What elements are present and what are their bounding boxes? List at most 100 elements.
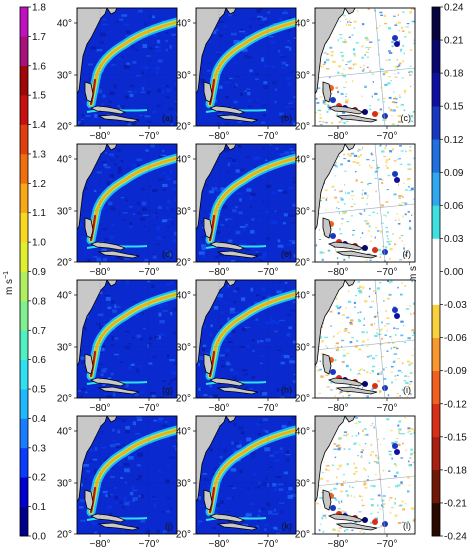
diff-texture <box>322 252 326 254</box>
speed-texture <box>115 445 122 449</box>
speed-texture <box>119 107 122 111</box>
diff-texture <box>376 332 378 334</box>
diff-texture <box>376 457 379 459</box>
diff-texture <box>381 499 385 502</box>
diff-texture <box>337 71 340 74</box>
speed-texture <box>150 47 157 50</box>
speed-texture <box>114 337 119 340</box>
land-mass <box>225 144 237 151</box>
speed-texture <box>281 66 286 69</box>
right-colorbar-block <box>432 337 440 371</box>
diff-texture <box>397 14 399 16</box>
speed-texture <box>166 206 169 210</box>
speed-texture <box>219 34 223 38</box>
speed-texture <box>89 448 94 452</box>
speed-texture <box>246 156 250 158</box>
speed-texture <box>139 434 142 437</box>
speed-texture <box>286 77 292 80</box>
speed-texture <box>198 77 204 81</box>
lat-tick-label: 20° <box>295 122 310 133</box>
speed-texture <box>175 364 177 368</box>
speed-texture <box>249 56 253 59</box>
speed-texture <box>238 459 241 462</box>
land-mass <box>106 8 118 15</box>
diff-texture <box>394 243 396 245</box>
lon-tick-label: −70° <box>258 403 279 414</box>
diff-texture <box>341 111 346 114</box>
speed-texture <box>151 394 156 398</box>
diff-texture <box>354 54 356 57</box>
diff-texture <box>339 437 343 439</box>
diff-texture <box>316 502 319 505</box>
left-colorbar-block <box>20 242 28 272</box>
diff-texture <box>345 490 348 493</box>
speed-texture <box>167 252 172 257</box>
diff-texture <box>358 511 362 513</box>
speed-texture <box>151 15 155 19</box>
speed-texture <box>81 236 85 239</box>
diff-anomaly <box>372 111 378 117</box>
diff-texture <box>326 110 329 113</box>
diff-texture <box>409 145 412 148</box>
speed-texture <box>166 114 172 117</box>
speed-texture <box>244 531 250 534</box>
right-colorbar-tick-label: 0.00 <box>444 267 464 278</box>
diff-texture <box>384 118 387 121</box>
land-mass <box>97 386 140 395</box>
speed-texture <box>167 354 170 358</box>
diff-texture <box>402 11 405 13</box>
diff-anomaly <box>372 383 378 389</box>
diff-texture <box>388 243 391 246</box>
diff-texture <box>363 317 365 320</box>
diff-texture <box>337 508 341 510</box>
speed-texture <box>278 529 282 532</box>
diff-texture <box>370 167 373 169</box>
speed-texture <box>174 101 177 105</box>
speed-texture <box>114 353 119 356</box>
diff-texture <box>410 120 414 123</box>
diff-texture <box>335 305 339 308</box>
diff-texture <box>362 429 364 432</box>
diff-anomaly <box>392 35 398 41</box>
speed-texture <box>99 188 102 191</box>
speed-texture <box>135 315 139 318</box>
speed-texture <box>276 532 280 534</box>
speed-texture <box>239 469 243 474</box>
diff-texture <box>369 287 371 290</box>
diff-texture <box>343 87 347 89</box>
diff-texture <box>397 424 400 427</box>
speed-texture <box>284 281 288 284</box>
diff-texture <box>321 197 325 199</box>
diff-texture <box>380 68 384 70</box>
speed-texture <box>141 312 144 314</box>
speed-texture <box>279 17 283 22</box>
speed-texture <box>110 344 115 346</box>
diff-texture <box>368 214 371 216</box>
diff-texture <box>388 293 392 296</box>
diff-texture <box>353 48 355 51</box>
diff-texture <box>344 39 346 41</box>
speed-texture <box>213 191 217 193</box>
diff-texture <box>413 302 415 305</box>
diff-texture <box>408 460 410 463</box>
speed-texture <box>171 178 177 180</box>
speed-texture <box>131 485 135 490</box>
speed-texture <box>231 32 237 36</box>
speed-texture <box>226 361 231 366</box>
diff-texture <box>357 373 359 375</box>
diff-texture <box>380 328 383 330</box>
speed-texture <box>275 528 278 530</box>
diff-texture <box>357 150 360 152</box>
diff-texture <box>370 453 372 456</box>
diff-texture <box>348 67 352 70</box>
speed-texture <box>246 487 250 489</box>
diff-texture <box>357 312 360 314</box>
diff-texture <box>412 335 414 336</box>
speed-texture <box>231 496 234 499</box>
speed-texture <box>96 257 101 261</box>
diff-texture <box>318 229 320 231</box>
diff-texture <box>398 395 401 397</box>
diff-texture <box>388 52 393 54</box>
speed-texture <box>116 155 119 158</box>
diff-texture <box>381 222 384 224</box>
